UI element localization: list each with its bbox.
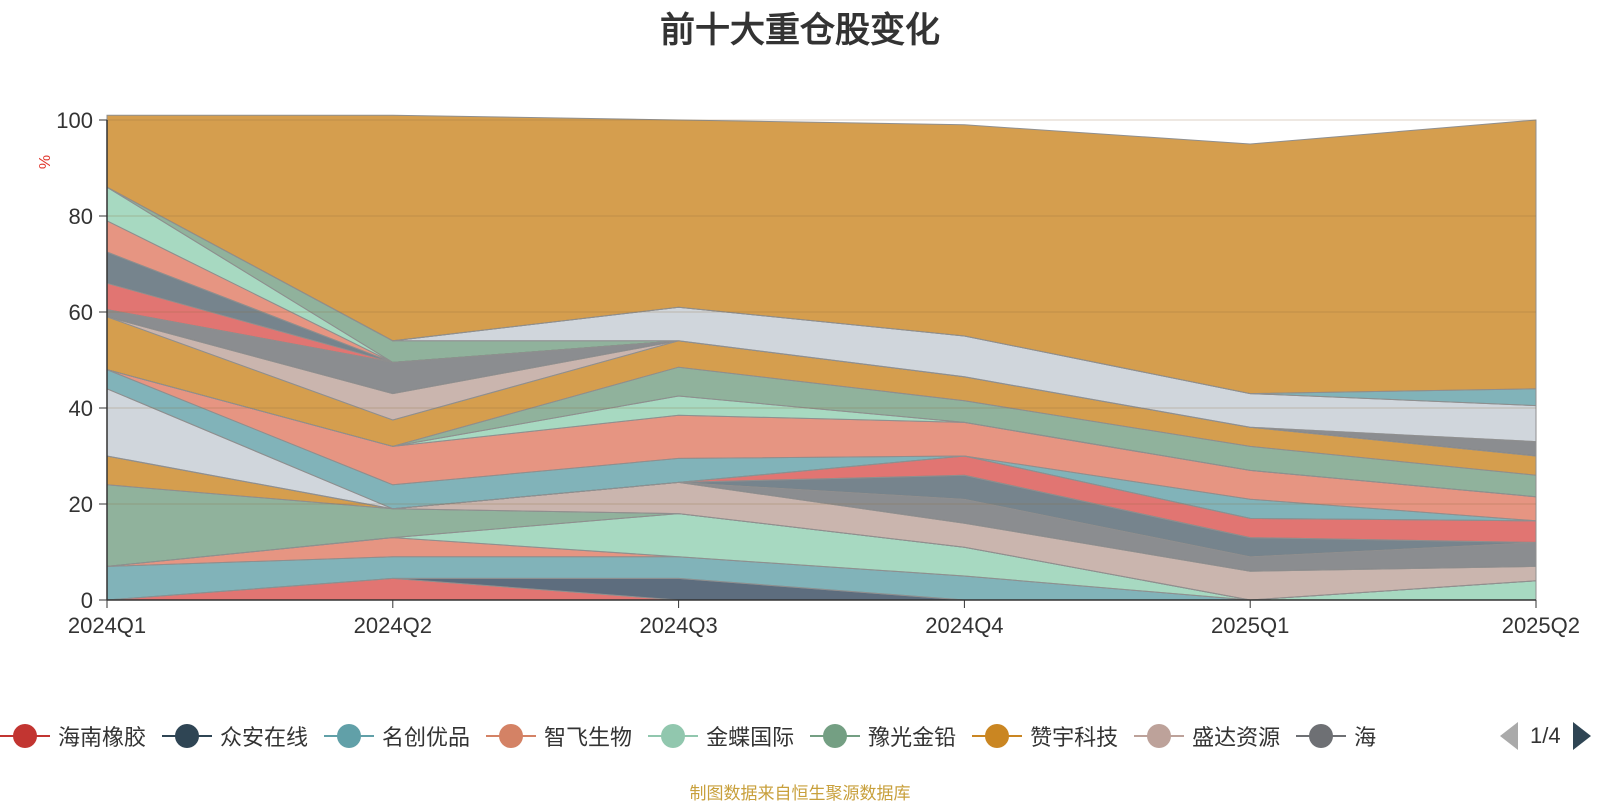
chart-title: 前十大重仓股变化 <box>659 11 940 50</box>
legend-marker-icon <box>648 724 699 748</box>
x-tick-label: 2025Q1 <box>1211 613 1289 638</box>
grid-layer <box>107 119 1536 505</box>
legend-marker-icon <box>1134 724 1185 748</box>
legend-pager: 1/4 <box>1500 718 1591 754</box>
legend-item[interactable]: 豫光金铅 <box>810 718 956 754</box>
x-tick-label: 2024Q1 <box>68 613 146 638</box>
area-series-27 <box>106 114 1537 395</box>
y-tick-label: 80 <box>69 204 93 229</box>
y-tick-label: 60 <box>69 300 93 325</box>
y-tick-label: 0 <box>81 588 93 613</box>
legend-item[interactable]: 名创优品 <box>324 718 470 754</box>
pager-next-icon[interactable] <box>1572 722 1591 750</box>
y-axis-label: % <box>37 155 54 169</box>
legend-label: 赞宇科技 <box>1030 725 1119 750</box>
legend-item[interactable]: 众安在线 <box>162 718 308 754</box>
pager-prev-icon[interactable] <box>1500 722 1518 750</box>
axis-layer: 0 20 40 60 80 100 2024Q1 2024Q2 2024Q3 2024Q4 2025… <box>37 108 1580 638</box>
legend-label: 盛达资源 <box>1192 725 1281 750</box>
legend-label: 名创优品 <box>382 725 471 750</box>
legend-marker-icon <box>972 724 1023 748</box>
legend-item[interactable]: 盛达资源 <box>1134 718 1280 754</box>
legend-marker-icon <box>324 724 375 748</box>
source-note: 制图数据来自恒生聚源数据库 <box>689 784 911 803</box>
x-tick-label: 2024Q4 <box>925 613 1003 638</box>
legend-label: 海南橡胶 <box>58 725 147 750</box>
chart-legend: 海南橡胶 众安在线 名创优品 智飞生物 金蝶国际 豫光金铅 赞宇科技 盛达资源 海 <box>0 718 1488 754</box>
legend-item[interactable]: 海南橡胶 <box>0 718 146 754</box>
legend-marker-icon <box>162 724 213 748</box>
legend-label: 豫光金铅 <box>868 725 957 750</box>
area-series-layer <box>106 114 1537 601</box>
y-tick-label: 100 <box>56 108 93 133</box>
legend-item[interactable]: 海 <box>1296 718 1376 754</box>
x-tick-label: 2025Q2 <box>1502 613 1580 638</box>
legend-item[interactable]: 赞宇科技 <box>972 718 1118 754</box>
legend-label: 众安在线 <box>220 725 309 750</box>
legend-marker-icon <box>486 724 537 748</box>
stacked-area-chart: 0 20 40 60 80 100 2024Q1 2024Q2 2024Q3 2024Q4 2025… <box>37 108 1580 638</box>
x-tick-label: 2024Q2 <box>354 613 432 638</box>
legend-marker-icon <box>0 724 50 748</box>
legend-label: 海 <box>1354 725 1377 750</box>
legend-label: 智飞生物 <box>544 725 633 750</box>
legend-item[interactable]: 金蝶国际 <box>648 718 794 754</box>
legend-label: 金蝶国际 <box>706 725 795 750</box>
legend-item[interactable]: 智飞生物 <box>486 718 632 754</box>
pager-text: 1/4 <box>1530 723 1561 748</box>
x-tick-label: 2024Q3 <box>639 613 717 638</box>
legend-marker-icon <box>1296 724 1347 748</box>
y-tick-label: 20 <box>69 492 93 517</box>
legend-marker-icon <box>810 724 861 748</box>
y-tick-label: 40 <box>69 396 93 421</box>
